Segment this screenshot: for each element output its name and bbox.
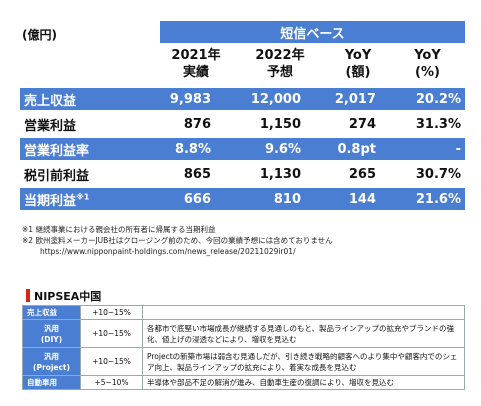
- segment-range: +5~10%: [80, 375, 143, 390]
- value-2021: 865: [135, 160, 215, 188]
- segment-name: 自動車用: [22, 375, 81, 390]
- row-label-text: 当期利益: [24, 193, 77, 209]
- table-row: 当期利益※1 666 810 144 21.6%: [20, 185, 465, 212]
- header-yoy-percent: YoY (%): [400, 47, 455, 81]
- value-yoy-pct: -: [380, 135, 465, 163]
- table-row: 汎用 (Project) +10~15% Projectの新築市場は弱含む見通し…: [22, 347, 465, 376]
- footnote-marker: ※1: [76, 192, 90, 202]
- value-yoy: 274: [305, 110, 380, 138]
- segment-table: 売上収益 +10~15% 汎用 (DIY) +10~15% 各都市で底堅い市場成…: [22, 305, 465, 390]
- row-label: 売上収益: [20, 88, 135, 113]
- footnote-2: ※2 欧州塗料メーカーJUB社はクロージング前のため、今回の業績予想には含めてお…: [22, 236, 333, 245]
- value-2021: 8.8%: [135, 135, 215, 163]
- segment-name: 汎用 (Project): [22, 347, 81, 376]
- segment-desc: Projectの新築市場は弱含む見通しだが、引き続き戦略的顧客へのより集中や顧客…: [142, 347, 465, 376]
- value-2021: 876: [135, 110, 215, 138]
- value-yoy: 0.8pt: [305, 135, 380, 163]
- segment-name: 汎用 (DIY): [22, 319, 81, 348]
- value-2021: 666: [135, 185, 215, 212]
- value-yoy-pct: 21.6%: [380, 185, 465, 212]
- value-2022: 12,000: [215, 88, 305, 113]
- header-yoy-percent-top: YoY: [414, 48, 441, 63]
- header-fy2021-year: 2021年: [171, 48, 221, 63]
- segment-desc: 半導体や部品不足の解消が進み、自動車生産の復調により、増収を見込む: [142, 375, 465, 390]
- table-row: 税引前利益 865 1,130 265 30.7%: [20, 160, 465, 188]
- table-row: 汎用 (DIY) +10~15% 各都市で底堅い市場成長が継続する見通しのもと、…: [22, 319, 465, 348]
- segment-range: +10~15%: [80, 347, 143, 376]
- unit-label: (億円): [22, 28, 57, 42]
- header-fy2022-type: 予想: [266, 65, 293, 80]
- section-title: NIPSEA中国: [34, 290, 102, 303]
- header-fy2021-type: 実績: [182, 65, 209, 80]
- footnote-1: ※1 継続事業における親会社の所有者に帰属する当期利益: [22, 225, 216, 234]
- value-yoy: 144: [305, 185, 380, 212]
- value-yoy-pct: 31.3%: [380, 110, 465, 138]
- header-yoy-amount: YoY (額): [328, 47, 388, 81]
- segment-name: 売上収益: [22, 305, 81, 320]
- row-label: 税引前利益: [20, 160, 135, 188]
- source-link[interactable]: https://www.nipponpaint-holdings.com/new…: [40, 247, 296, 256]
- value-2022: 9.6%: [215, 135, 305, 163]
- segment-desc: [142, 305, 465, 320]
- row-label: 営業利益: [20, 110, 135, 138]
- basis-label: 短信ベース: [280, 26, 345, 42]
- table-row: 営業利益 876 1,150 274 31.3%: [20, 110, 465, 138]
- segment-desc: 各都市で底堅い市場成長が継続する見通しのもと、製品ラインアップの拡充やブランドの…: [142, 319, 465, 348]
- results-table: 売上収益 9,983 12,000 2,017 20.2% 営業利益 876 1…: [20, 88, 465, 212]
- value-yoy-pct: 30.7%: [380, 160, 465, 188]
- header-fy2021: 2021年 実績: [160, 47, 232, 81]
- table-row: 自動車用 +5~10% 半導体や部品不足の解消が進み、自動車生産の復調により、増…: [22, 375, 465, 390]
- table-row: 営業利益率 8.8% 9.6% 0.8pt -: [20, 135, 465, 163]
- value-2022: 1,150: [215, 110, 305, 138]
- table-row: 売上収益 +10~15%: [22, 305, 465, 320]
- basis-banner: 短信ベース: [160, 21, 465, 43]
- value-yoy: 265: [305, 160, 380, 188]
- value-2021: 9,983: [135, 88, 215, 113]
- header-yoy-amount-bottom: (額): [345, 65, 371, 80]
- header-yoy-amount-top: YoY: [344, 48, 372, 63]
- header-fy2022: 2022年 予想: [240, 47, 320, 81]
- row-label: 営業利益率: [20, 135, 135, 163]
- value-yoy: 2,017: [305, 88, 380, 113]
- value-2022: 810: [215, 185, 305, 212]
- value-2022: 1,130: [215, 160, 305, 188]
- row-label: 当期利益※1: [20, 185, 135, 212]
- header-fy2022-year: 2022年: [255, 48, 305, 63]
- segment-range: +10~15%: [80, 305, 143, 320]
- segment-range: +10~15%: [80, 319, 143, 348]
- section-marker: [26, 289, 30, 302]
- table-row: 売上収益 9,983 12,000 2,017 20.2%: [20, 88, 465, 113]
- header-yoy-percent-bottom: (%): [415, 65, 440, 80]
- value-yoy-pct: 20.2%: [380, 88, 465, 113]
